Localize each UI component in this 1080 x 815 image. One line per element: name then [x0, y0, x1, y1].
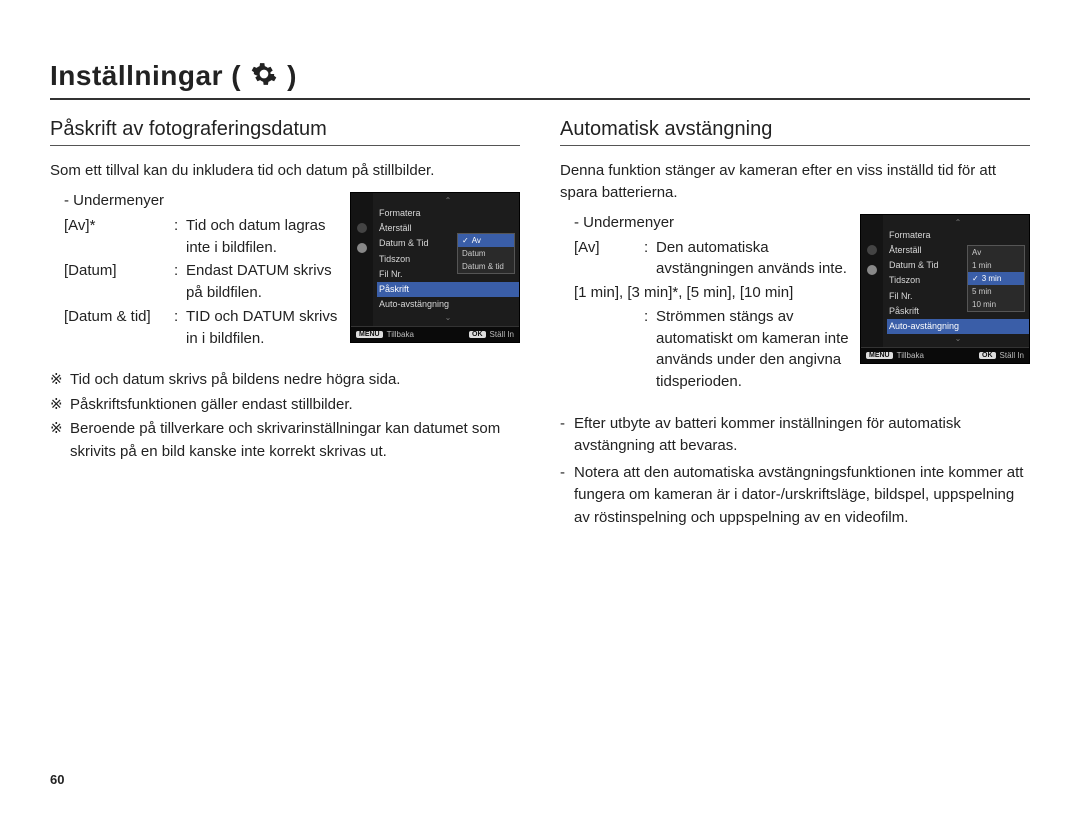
- page-title: Inställningar (: [50, 60, 241, 92]
- left-notes: ※Tid och datum skrivs på bildens nedre h…: [50, 369, 520, 463]
- dash-icon: -: [560, 462, 574, 530]
- right-bullets: -Efter utbyte av batteri kommer inställn…: [560, 413, 1030, 530]
- cam-menu-row: Påskrift: [377, 282, 519, 297]
- option-value: Tid och datum lagras inte i bildfilen.: [186, 215, 340, 259]
- option-value: TID och DATUM skrivs in i bildfilen.: [186, 306, 340, 350]
- option-key: [Datum & tid]: [64, 306, 174, 350]
- right-screenshot: ⌃ FormateraÅterställDatum & TidTidszonFi…: [860, 214, 1030, 365]
- cam-popup-row: 5 min: [968, 285, 1024, 298]
- cam-popup-row: Av: [968, 246, 1024, 259]
- bullet-row: -Notera att den automatiska avstängnings…: [560, 462, 1030, 530]
- option-row: [Datum & tid]:TID och DATUM skrivs in i …: [64, 306, 340, 350]
- option-key: [Av]: [574, 237, 644, 281]
- option-value: Endast DATUM skrivs på bildfilen.: [186, 260, 340, 304]
- left-intro: Som ett tillval kan du inkludera tid och…: [50, 160, 520, 182]
- cam-popup-row: Datum: [458, 247, 514, 260]
- gear-icon: [357, 243, 367, 253]
- check-icon: ✓: [462, 236, 469, 245]
- dash-icon: -: [560, 413, 574, 458]
- option-key: [Av]*: [64, 215, 174, 259]
- right-heading: Automatisk avstängning: [560, 118, 1030, 146]
- option-row: [Av]*:Tid och datum lagras inte i bildfi…: [64, 215, 340, 259]
- footer-back-label: Tillbaka: [387, 330, 414, 339]
- reference-mark-icon: ※: [50, 418, 70, 463]
- reference-mark-icon: ※: [50, 394, 70, 417]
- page-number: 60: [50, 772, 64, 787]
- option-key: [Datum]: [64, 260, 174, 304]
- footer-back-label: Tillbaka: [897, 351, 924, 360]
- times-desc: Strömmen stängs av automatiskt om kamera…: [656, 306, 850, 393]
- cam-popup: ✓AvDatumDatum & tid: [457, 233, 515, 274]
- option-row: [Datum]:Endast DATUM skrivs på bildfilen…: [64, 260, 340, 304]
- cam-popup-row: ✓Av: [458, 234, 514, 247]
- cam-menu-row: Auto-avstängning: [887, 319, 1029, 334]
- left-column: Påskrift av fotograferingsdatum Som ett …: [50, 118, 520, 533]
- bullet-text: Efter utbyte av batteri kommer inställni…: [574, 413, 1030, 458]
- left-heading: Påskrift av fotograferingsdatum: [50, 118, 520, 146]
- cam-popup-row: Datum & tid: [458, 260, 514, 273]
- note-row: ※Tid och datum skrivs på bildens nedre h…: [50, 369, 520, 392]
- ok-chip: OK: [469, 331, 486, 338]
- page-title-row: Inställningar ( ): [50, 60, 1030, 100]
- note-text: Påskriftsfunktionen gäller endast stillb…: [70, 394, 520, 417]
- note-text: Tid och datum skrivs på bildens nedre hö…: [70, 369, 520, 392]
- bullet-row: -Efter utbyte av batteri kommer inställn…: [560, 413, 1030, 458]
- cam-menu-row: Auto-avstängning: [377, 297, 519, 312]
- cam-menu-row: Formatera: [377, 206, 519, 221]
- gear-icon: [251, 61, 277, 92]
- right-column: Automatisk avstängning Denna funktion st…: [560, 118, 1030, 533]
- cam-popup: Av1 min✓3 min5 min10 min: [967, 245, 1025, 312]
- menu-chip: MENU: [866, 352, 893, 359]
- ok-chip: OK: [979, 352, 996, 359]
- option-value: Den automatiska avstängningen används in…: [656, 237, 850, 281]
- reference-mark-icon: ※: [50, 369, 70, 392]
- gear-icon: [867, 265, 877, 275]
- cam-menu-row: Formatera: [887, 228, 1029, 243]
- page-title-suffix: ): [287, 60, 297, 92]
- right-intro: Denna funktion stänger av kameran efter …: [560, 160, 1030, 204]
- cam-popup-row: ✓3 min: [968, 272, 1024, 285]
- bullet-text: Notera att den automatiska avstängningsf…: [574, 462, 1030, 530]
- note-row: ※Påskriftsfunktionen gäller endast still…: [50, 394, 520, 417]
- left-screenshot: ⌃ FormateraÅterställDatum & Tid2010/01/0…: [350, 192, 520, 343]
- note-text: Beroende på tillverkare och skrivarinstä…: [70, 418, 520, 463]
- cam-popup-row: 10 min: [968, 298, 1024, 311]
- footer-set-label: Ställ In: [1000, 351, 1024, 360]
- cam-popup-row: 1 min: [968, 259, 1024, 272]
- menu-chip: MENU: [356, 331, 383, 338]
- check-icon: ✓: [972, 274, 979, 283]
- note-row: ※Beroende på tillverkare och skrivarinst…: [50, 418, 520, 463]
- footer-set-label: Ställ In: [490, 330, 514, 339]
